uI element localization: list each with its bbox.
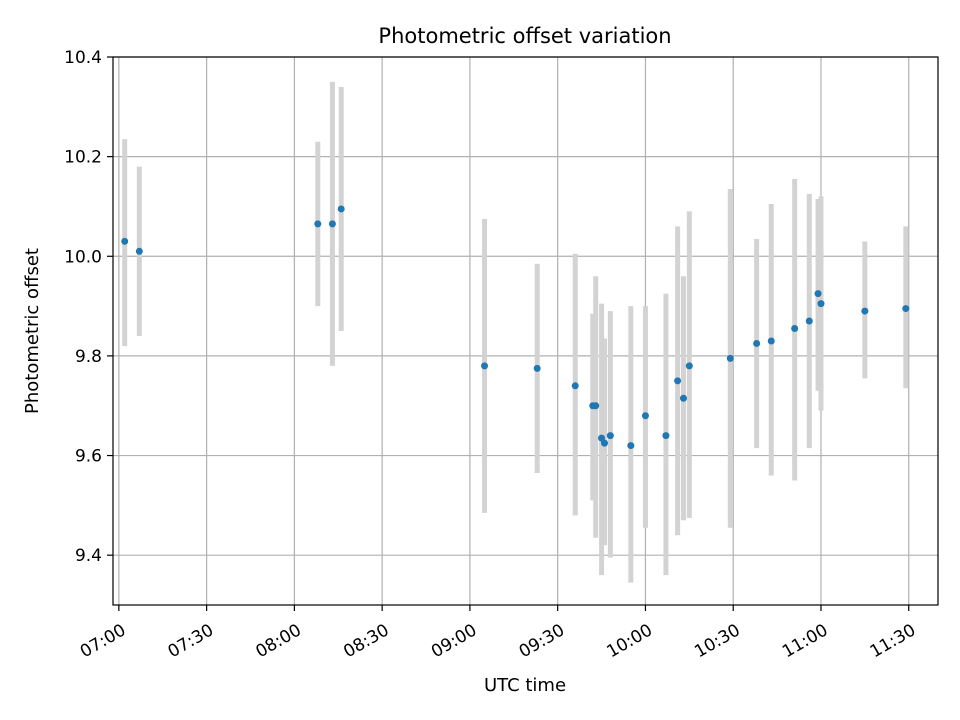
data-point [641, 412, 649, 420]
data-point [121, 237, 129, 245]
data-point [533, 364, 541, 372]
y-tick-label: 9.6 [75, 447, 102, 467]
data-point [814, 290, 822, 298]
plot-frame [112, 56, 939, 606]
data-point [662, 432, 670, 440]
data-point [805, 317, 813, 325]
y-tick-label: 10.2 [64, 148, 102, 168]
data-point [685, 362, 693, 370]
y-tick-label: 9.8 [75, 347, 102, 367]
data-point [726, 354, 734, 362]
data-point [627, 442, 635, 450]
data-point [571, 382, 579, 390]
y-axis: 9.4 9.6 9.8 10.0 10.2 10.4 [64, 48, 113, 566]
y-tick-label: 9.4 [75, 546, 102, 566]
data-point [600, 439, 608, 447]
data-point [817, 300, 825, 308]
data-points [121, 205, 910, 450]
data-point [791, 325, 799, 333]
x-axis-label: UTC time [484, 675, 566, 696]
y-axis-label: Photometric offset [22, 248, 43, 414]
data-point [328, 220, 336, 228]
data-point [592, 402, 600, 410]
data-point [902, 305, 910, 313]
data-point [314, 220, 322, 228]
data-point [674, 377, 682, 385]
data-point [135, 247, 143, 255]
y-tick-label: 10.4 [64, 48, 102, 68]
data-point [861, 307, 869, 315]
data-point [767, 337, 775, 345]
chart-title: Photometric offset variation [378, 24, 671, 48]
data-point [481, 362, 489, 370]
data-point [679, 394, 687, 402]
y-tick-label: 10.0 [64, 247, 102, 267]
data-point [753, 339, 761, 347]
data-point [337, 205, 345, 213]
data-point [606, 432, 614, 440]
